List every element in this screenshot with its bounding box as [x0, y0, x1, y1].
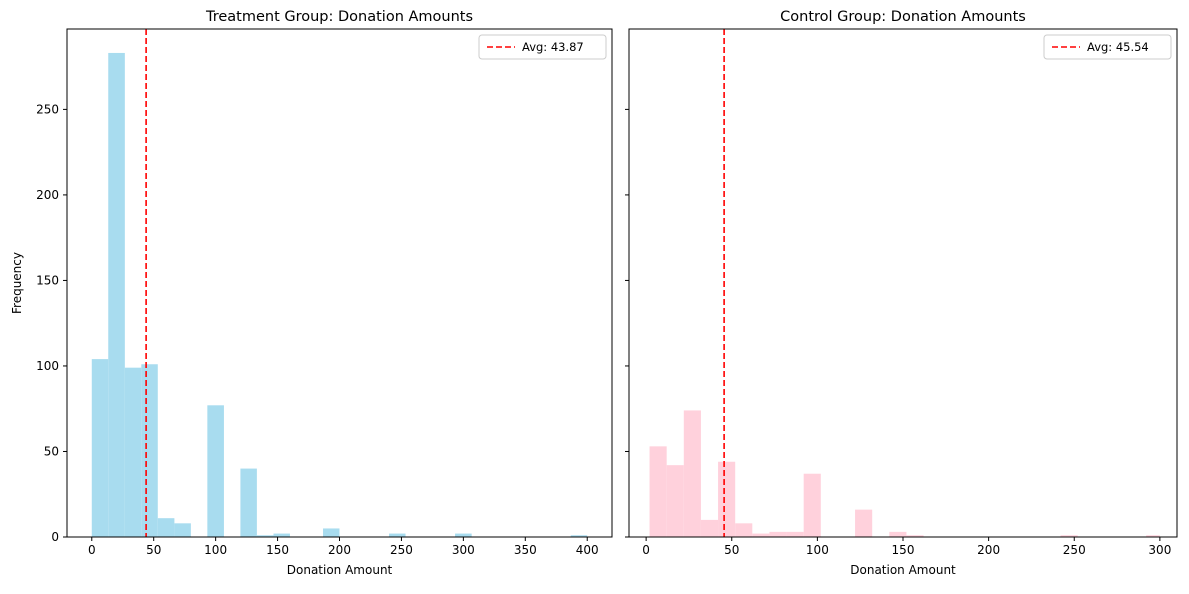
control-bar-14	[1146, 535, 1160, 537]
treatment-bar-12	[455, 533, 472, 537]
control-legend-box	[1043, 34, 1172, 60]
treatment-ytick-label-1: 50	[44, 444, 59, 458]
treatment-legend: Avg: 43.87	[478, 34, 607, 60]
control-title: Control Group: Donation Amounts	[780, 9, 1026, 25]
treatment-xtick-label-5: 250	[390, 543, 413, 557]
treatment-chart: 0 50 100 150 200 250 300 350 400 0 50 100 150 200 250 T…	[10, 9, 613, 577]
control-xtick-label-2: 100	[806, 543, 829, 557]
control-bar-2	[683, 410, 701, 537]
treatment-xtick-label-8: 400	[576, 543, 599, 557]
treatment-bar-2	[124, 367, 142, 537]
treatment-xtick-label-4: 200	[328, 543, 351, 557]
control-bar-5	[735, 523, 753, 537]
control-xlabel: Donation Amount	[850, 563, 956, 577]
treatment-bar-11	[389, 533, 406, 537]
control-legend-label: Avg: 45.54	[1087, 40, 1149, 54]
control-bar-8	[786, 531, 804, 537]
treatment-title: Treatment Group: Donation Amounts	[205, 9, 473, 25]
treatment-legend-label: Avg: 43.87	[522, 40, 584, 54]
treatment-xtick-label-7: 350	[514, 543, 537, 557]
treatment-ytick-label-0: 0	[51, 530, 59, 544]
control-bar-1	[666, 465, 684, 537]
treatment-bar-9	[273, 533, 290, 537]
control-xtick-label-1: 50	[724, 543, 739, 557]
control-xtick-label-4: 200	[977, 543, 1000, 557]
control-chart: 0 50 100 150 200 250 300 Control Group: Donatio…	[625, 9, 1178, 577]
control-xtick-label-5: 250	[1063, 543, 1086, 557]
control-bar-13	[1060, 535, 1078, 537]
treatment-xtick-label-3: 150	[266, 543, 289, 557]
control-bar-9	[803, 473, 821, 537]
control-legend: Avg: 45.54	[1043, 34, 1172, 60]
treatment-bar-5	[174, 523, 191, 537]
control-xtick-label-6: 300	[1148, 543, 1171, 557]
treatment-bar-3	[141, 364, 158, 537]
control-xtick-label-3: 150	[892, 543, 915, 557]
control-bar-7	[769, 531, 787, 537]
treatment-xtick-label-2: 100	[204, 543, 227, 557]
treatment-bar-7	[240, 468, 257, 537]
treatment-bar-0	[91, 359, 109, 537]
treatment-bar-10	[323, 528, 340, 537]
control-bar-3	[700, 519, 719, 537]
control-bar-0	[649, 446, 667, 537]
control-bar-4	[718, 461, 736, 537]
treatment-bar-6	[207, 405, 224, 537]
treatment-bar-8	[256, 535, 274, 537]
control-bar-12	[906, 535, 924, 537]
treatment-xlabel: Donation Amount	[287, 563, 393, 577]
treatment-xtick-label-0: 0	[88, 543, 96, 557]
treatment-bar-1	[108, 52, 125, 537]
control-bar-10	[855, 509, 873, 537]
treatment-ytick-label-5: 250	[36, 102, 59, 116]
treatment-ytick-label-3: 150	[36, 273, 59, 287]
treatment-xtick-label-1: 50	[146, 543, 161, 557]
treatment-legend-box	[478, 34, 607, 60]
treatment-ylabel: Frequency	[10, 252, 24, 314]
treatment-bar-4	[157, 518, 175, 537]
treatment-xtick-label-6: 300	[452, 543, 475, 557]
treatment-ytick-label-2: 100	[36, 359, 59, 373]
control-xtick-label-0: 0	[642, 543, 650, 557]
treatment-bar-13	[570, 535, 588, 537]
control-bar-6	[752, 533, 770, 537]
treatment-ytick-label-4: 200	[36, 188, 59, 202]
control-bar-11	[889, 531, 907, 537]
